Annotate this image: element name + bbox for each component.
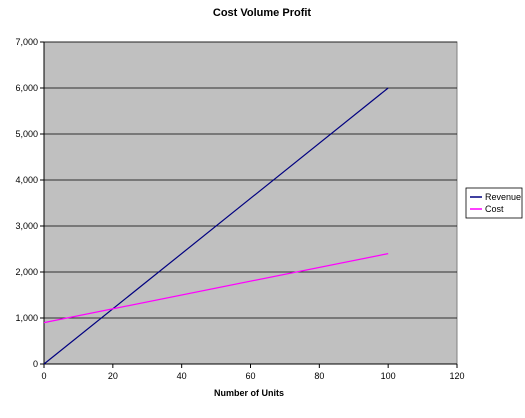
y-tick-label-4: 4,000 [15, 175, 38, 185]
x-tick-label-1: 20 [108, 371, 118, 381]
x-axis-title: Number of Units [214, 388, 284, 398]
series-lines [43, 87, 389, 365]
y-tick-label-1: 1,000 [15, 313, 38, 323]
x-tick-label-0: 0 [41, 371, 46, 381]
legend: Revenue Cost [465, 187, 523, 219]
y-tick-label-6: 6,000 [15, 83, 38, 93]
chart-title: Cost Volume Profit [213, 7, 312, 19]
y-tick-label-5: 5,000 [15, 129, 38, 139]
x-tick-label-5: 100 [381, 371, 396, 381]
x-tick-label-6: 120 [449, 371, 464, 381]
legend-box [465, 187, 523, 219]
x-tick-label-4: 80 [314, 371, 324, 381]
x-tick-label-2: 40 [177, 371, 187, 381]
gridlines [44, 41, 457, 319]
x-tick-label-3: 60 [245, 371, 255, 381]
legend-label-revenue: Revenue [485, 192, 521, 202]
y-tick-label-3: 3,000 [15, 221, 38, 231]
y-tick-label-7: 7,000 [15, 37, 38, 47]
series-line-cost [43, 253, 389, 324]
axes [40, 41, 458, 368]
series-line-revenue [43, 87, 389, 365]
y-tick-label-0: 0 [33, 359, 38, 369]
tick-labels: 0 1,000 2,000 3,000 4,000 5,000 6,000 7,000 0 20 4… [15, 37, 464, 381]
y-tick-label-2: 2,000 [15, 267, 38, 277]
legend-label-cost: Cost [485, 204, 504, 214]
plot-area [43, 41, 458, 365]
